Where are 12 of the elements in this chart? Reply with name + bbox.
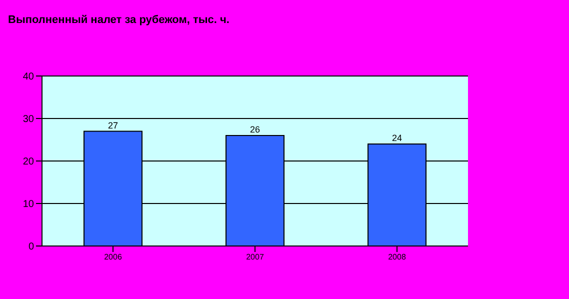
x-tick-label: 2006 xyxy=(104,252,122,262)
y-tick-label: 0 xyxy=(28,242,34,253)
data-label: 24 xyxy=(392,133,402,143)
data-label: 26 xyxy=(250,124,260,134)
x-tick-label: 2007 xyxy=(246,252,264,262)
x-tick-label: 2008 xyxy=(388,252,406,262)
data-label: 27 xyxy=(108,120,118,130)
y-tick-label: 20 xyxy=(22,156,34,168)
y-tick-label: 30 xyxy=(22,114,34,126)
chart-title: Выполненный налет за рубежом, тыс. ч. xyxy=(8,14,230,26)
y-tick-label: 40 xyxy=(22,72,34,83)
y-tick-label: 10 xyxy=(22,199,34,210)
